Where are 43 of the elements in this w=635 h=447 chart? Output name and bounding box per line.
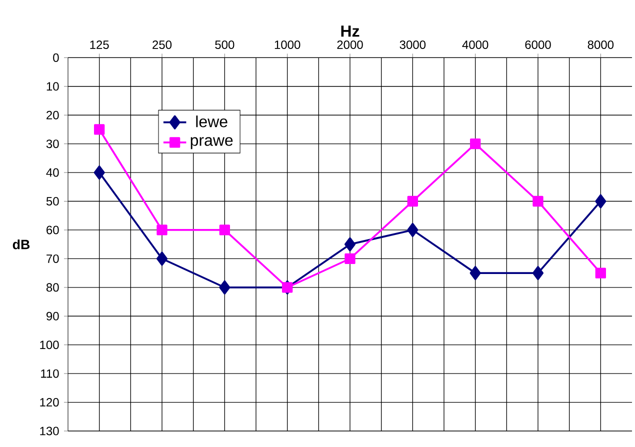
x-tick-label: 3000 [400,40,426,49]
y-tick-label: 50 [46,197,59,206]
x-tick-label: 1000 [274,40,300,49]
point [407,196,418,207]
x-tick-label: 6000 [525,40,551,49]
x-tick-label: 250 [152,40,172,49]
y-tick-label: 10 [46,82,59,91]
y-tick-label: 20 [46,110,59,120]
point [595,194,606,208]
point [156,224,168,236]
x-tick-label: 2000 [337,40,363,49]
point [344,253,356,264]
point [156,252,168,266]
y-tick-label: 80 [46,283,59,292]
point [470,138,481,150]
y-tick-label: 100 [40,340,59,350]
legend-label: prawe [190,137,233,150]
point [94,124,105,135]
y-tick-label: 120 [40,398,59,407]
y-tick-label: 90 [46,312,59,320]
legend-label: lewe [196,116,228,128]
y-tick-label: 40 [46,168,59,177]
y-tick-label: 0 [53,53,59,62]
point [219,224,230,236]
y-axis-title: dB [12,239,30,250]
y-tick-label: 70 [46,254,59,263]
y-tick-label: 110 [41,369,59,378]
point [219,280,230,294]
point [407,222,418,238]
x-axis-title: Hz [341,26,360,37]
point [532,196,544,207]
x-tick-label: 4000 [462,40,488,49]
point [470,266,481,280]
y-tick-label: 30 [46,140,59,148]
point [94,165,105,180]
y-tick-label: 60 [46,226,59,234]
x-tick-label: 500 [215,40,234,49]
x-tick-label: 8000 [588,40,614,49]
y-tick-label: 130 [40,426,59,436]
point [595,268,606,278]
point [532,266,544,280]
point [344,237,356,252]
x-tick-label: 125 [90,40,109,49]
